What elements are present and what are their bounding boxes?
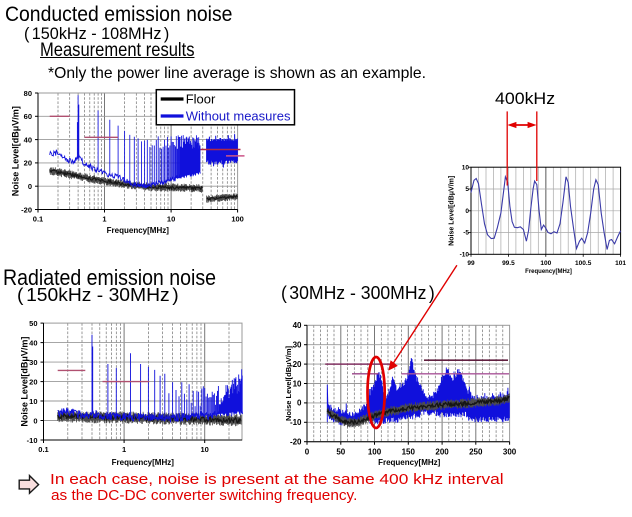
- svg-text:Without measures: Without measures: [186, 109, 291, 124]
- svg-text:100.5: 100.5: [575, 260, 592, 267]
- svg-text:20: 20: [24, 159, 32, 168]
- svg-text:300: 300: [503, 448, 517, 457]
- svg-text:150: 150: [402, 448, 416, 457]
- svg-text:99: 99: [467, 260, 475, 267]
- svg-text:40: 40: [24, 135, 32, 144]
- svg-text:20: 20: [293, 360, 302, 369]
- svg-text:10: 10: [462, 164, 470, 171]
- svg-text:-10: -10: [290, 418, 302, 427]
- svg-text:0: 0: [465, 208, 469, 215]
- svg-text:Noise Level[dBμV/m]: Noise Level[dBμV/m]: [284, 345, 293, 421]
- svg-text:60: 60: [24, 112, 32, 121]
- svg-text:Noise Level[dBμV/m]: Noise Level[dBμV/m]: [11, 106, 21, 196]
- svg-text:100: 100: [540, 260, 551, 267]
- svg-text:-10: -10: [460, 252, 470, 259]
- svg-text:0: 0: [33, 416, 37, 425]
- svg-text:100: 100: [231, 215, 244, 224]
- svg-text:Frequency[MHz]: Frequency[MHz]: [378, 458, 441, 467]
- svg-text:Noise Level[dBμV/m]: Noise Level[dBμV/m]: [449, 176, 456, 246]
- svg-text:-20: -20: [290, 438, 302, 447]
- svg-text:-20: -20: [21, 205, 32, 214]
- svg-text:50: 50: [336, 448, 345, 457]
- svg-text:99.5: 99.5: [502, 260, 515, 267]
- svg-text:200: 200: [435, 448, 449, 457]
- svg-text:40: 40: [293, 321, 302, 330]
- svg-text:100: 100: [368, 448, 382, 457]
- svg-text:Frequency[MHz]: Frequency[MHz]: [107, 226, 170, 235]
- svg-text:50: 50: [29, 319, 37, 328]
- svg-text:1: 1: [122, 445, 126, 454]
- svg-text:10: 10: [167, 215, 175, 224]
- svg-text:0.1: 0.1: [38, 445, 48, 454]
- svg-text:0: 0: [297, 399, 302, 408]
- svg-text:30: 30: [293, 341, 302, 350]
- svg-text:20: 20: [29, 377, 37, 386]
- svg-text:Frequency[MHz]: Frequency[MHz]: [112, 458, 175, 467]
- svg-text:250: 250: [469, 448, 483, 457]
- svg-text:80: 80: [24, 89, 32, 98]
- svg-text:0: 0: [28, 182, 32, 191]
- svg-text:Noise Level[dBμV/m]: Noise Level[dBμV/m]: [20, 337, 30, 427]
- svg-text:0: 0: [305, 448, 310, 457]
- svg-text:40: 40: [29, 338, 37, 347]
- svg-text:-10: -10: [27, 436, 38, 445]
- svg-text:10: 10: [293, 379, 302, 388]
- svg-text:1: 1: [102, 215, 106, 224]
- svg-text:5: 5: [465, 186, 469, 193]
- svg-text:0.1: 0.1: [33, 215, 43, 224]
- svg-text:30: 30: [29, 358, 37, 367]
- svg-text:101: 101: [615, 260, 626, 267]
- svg-text:10: 10: [29, 397, 37, 406]
- svg-text:-5: -5: [463, 230, 469, 237]
- svg-text:Frequency[MHz]: Frequency[MHz]: [525, 269, 572, 275]
- svg-text:Floor: Floor: [186, 92, 216, 107]
- svg-text:10: 10: [201, 445, 209, 454]
